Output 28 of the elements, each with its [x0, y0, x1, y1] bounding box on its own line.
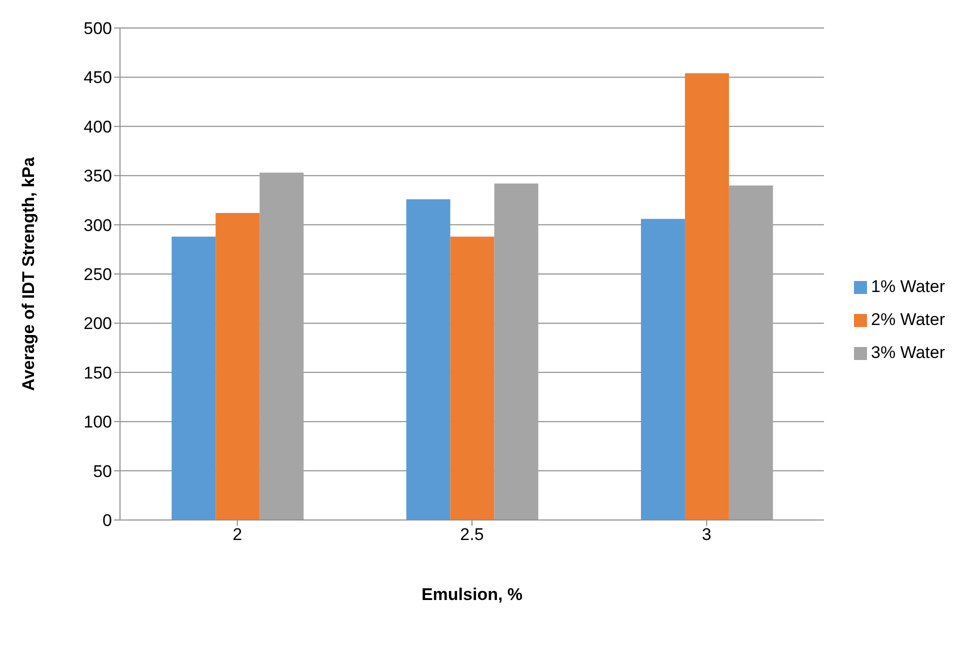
bar — [494, 183, 538, 520]
x-axis-title: Emulsion, % — [421, 585, 523, 604]
y-tick-label: 200 — [84, 314, 112, 334]
bar — [406, 199, 450, 520]
bar — [450, 236, 494, 520]
x-tick-label: 2 — [232, 525, 242, 544]
bar — [260, 172, 304, 520]
y-tick-label: 0 — [102, 511, 112, 530]
x-tick-label: 3 — [702, 525, 712, 544]
y-tick-label: 100 — [84, 412, 112, 432]
y-tick-label: 300 — [84, 216, 112, 235]
bar — [640, 218, 685, 520]
bar — [728, 185, 773, 520]
y-tick-label: 250 — [84, 265, 112, 284]
y-tick-label: 450 — [84, 68, 112, 88]
y-tick-label: 50 — [93, 462, 112, 481]
x-tick-label: 2.5 — [460, 525, 484, 544]
y-tick-label: 150 — [84, 363, 112, 382]
legend-label: 1% Water — [870, 276, 945, 296]
legend-label: 3% Water — [870, 342, 945, 362]
y-tick-label: 400 — [84, 117, 112, 136]
y-tick-label: 350 — [84, 166, 112, 186]
bar — [172, 236, 216, 520]
y-axis-title: Average of IDT Strength, kPa — [19, 156, 38, 391]
bar — [684, 73, 729, 520]
y-tick-label: 500 — [84, 19, 112, 38]
legend-label: 2% Water — [870, 310, 945, 328]
bar — [216, 212, 260, 520]
